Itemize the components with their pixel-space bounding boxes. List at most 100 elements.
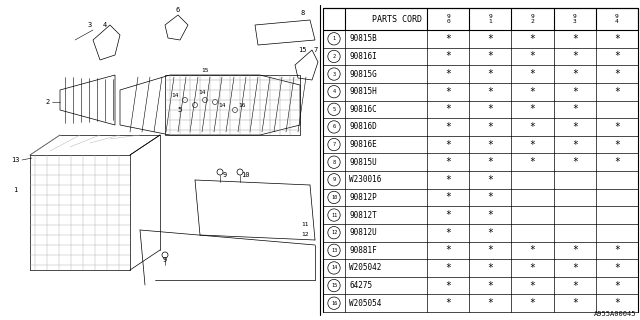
Text: *: *: [614, 298, 620, 308]
Text: 15: 15: [331, 283, 337, 288]
Text: *: *: [572, 281, 578, 291]
Text: *: *: [572, 157, 578, 167]
Text: *: *: [572, 122, 578, 132]
Circle shape: [328, 244, 340, 257]
Text: 9
2: 9 2: [531, 14, 534, 24]
Text: *: *: [445, 263, 451, 273]
Circle shape: [202, 98, 207, 102]
Bar: [165, 75, 300, 135]
Text: 11: 11: [331, 212, 337, 218]
Text: *: *: [614, 122, 620, 132]
Text: 9
3: 9 3: [573, 14, 577, 24]
Text: *: *: [488, 281, 493, 291]
Text: 11: 11: [301, 222, 308, 228]
Circle shape: [162, 252, 168, 258]
Circle shape: [328, 174, 340, 186]
Text: 9: 9: [332, 177, 335, 182]
Text: 14: 14: [331, 265, 337, 270]
Text: *: *: [529, 245, 536, 255]
Circle shape: [212, 100, 218, 105]
Text: *: *: [488, 245, 493, 255]
Text: 2: 2: [46, 99, 50, 105]
Circle shape: [328, 209, 340, 221]
Text: *: *: [445, 192, 451, 203]
Text: *: *: [488, 69, 493, 79]
Text: 7: 7: [332, 142, 335, 147]
Text: 10: 10: [241, 172, 249, 178]
Text: *: *: [614, 140, 620, 149]
Text: 90815U: 90815U: [349, 158, 377, 167]
Text: *: *: [529, 157, 536, 167]
Text: *: *: [572, 34, 578, 44]
Text: *: *: [488, 87, 493, 97]
Text: 9
1: 9 1: [488, 14, 492, 24]
Text: *: *: [572, 52, 578, 61]
Text: 90816E: 90816E: [349, 140, 377, 149]
Text: *: *: [529, 298, 536, 308]
Circle shape: [328, 297, 340, 309]
Text: *: *: [488, 192, 493, 203]
Circle shape: [328, 227, 340, 239]
Text: *: *: [614, 263, 620, 273]
Text: 4: 4: [103, 22, 107, 28]
Circle shape: [328, 279, 340, 292]
Text: W205054: W205054: [349, 299, 381, 308]
Text: *: *: [445, 87, 451, 97]
Text: 13: 13: [11, 157, 19, 163]
Text: *: *: [614, 87, 620, 97]
Text: *: *: [445, 175, 451, 185]
Text: 12: 12: [301, 233, 308, 237]
Text: *: *: [614, 52, 620, 61]
Text: *: *: [445, 281, 451, 291]
Text: *: *: [529, 122, 536, 132]
Circle shape: [237, 169, 243, 175]
Text: 90816D: 90816D: [349, 123, 377, 132]
Text: *: *: [572, 69, 578, 79]
Text: 16: 16: [238, 102, 246, 108]
Text: *: *: [529, 140, 536, 149]
Text: *: *: [572, 104, 578, 114]
Text: *: *: [445, 69, 451, 79]
Text: *: *: [572, 140, 578, 149]
Text: *: *: [445, 122, 451, 132]
Circle shape: [182, 98, 188, 102]
Text: *: *: [614, 245, 620, 255]
Text: *: *: [488, 140, 493, 149]
Text: 3: 3: [88, 22, 92, 28]
Text: *: *: [614, 281, 620, 291]
Circle shape: [328, 138, 340, 151]
Circle shape: [193, 102, 198, 108]
Text: 1: 1: [13, 187, 17, 193]
Text: *: *: [445, 140, 451, 149]
Text: 9: 9: [163, 257, 167, 263]
Text: *: *: [614, 34, 620, 44]
Text: 16: 16: [331, 301, 337, 306]
Text: 2: 2: [332, 54, 335, 59]
Circle shape: [328, 191, 340, 204]
Bar: [323, 8, 638, 30]
Circle shape: [232, 108, 237, 113]
Text: 3: 3: [332, 72, 335, 76]
Text: 15: 15: [298, 47, 307, 53]
Text: *: *: [488, 263, 493, 273]
Text: *: *: [529, 281, 536, 291]
Circle shape: [328, 121, 340, 133]
Text: 90881F: 90881F: [349, 246, 377, 255]
Text: *: *: [488, 298, 493, 308]
Text: *: *: [488, 175, 493, 185]
Text: W230016: W230016: [349, 175, 381, 184]
Text: 5: 5: [332, 107, 335, 112]
Text: 7: 7: [314, 47, 318, 53]
Text: 14: 14: [172, 92, 179, 98]
Text: *: *: [488, 228, 493, 238]
Text: *: *: [488, 122, 493, 132]
Text: A955A00045: A955A00045: [593, 311, 636, 317]
Text: 14: 14: [218, 102, 226, 108]
Circle shape: [328, 33, 340, 45]
Text: 6: 6: [332, 124, 335, 129]
Text: *: *: [529, 263, 536, 273]
Text: *: *: [488, 157, 493, 167]
Text: 4: 4: [332, 89, 335, 94]
Text: *: *: [529, 34, 536, 44]
Circle shape: [328, 50, 340, 63]
